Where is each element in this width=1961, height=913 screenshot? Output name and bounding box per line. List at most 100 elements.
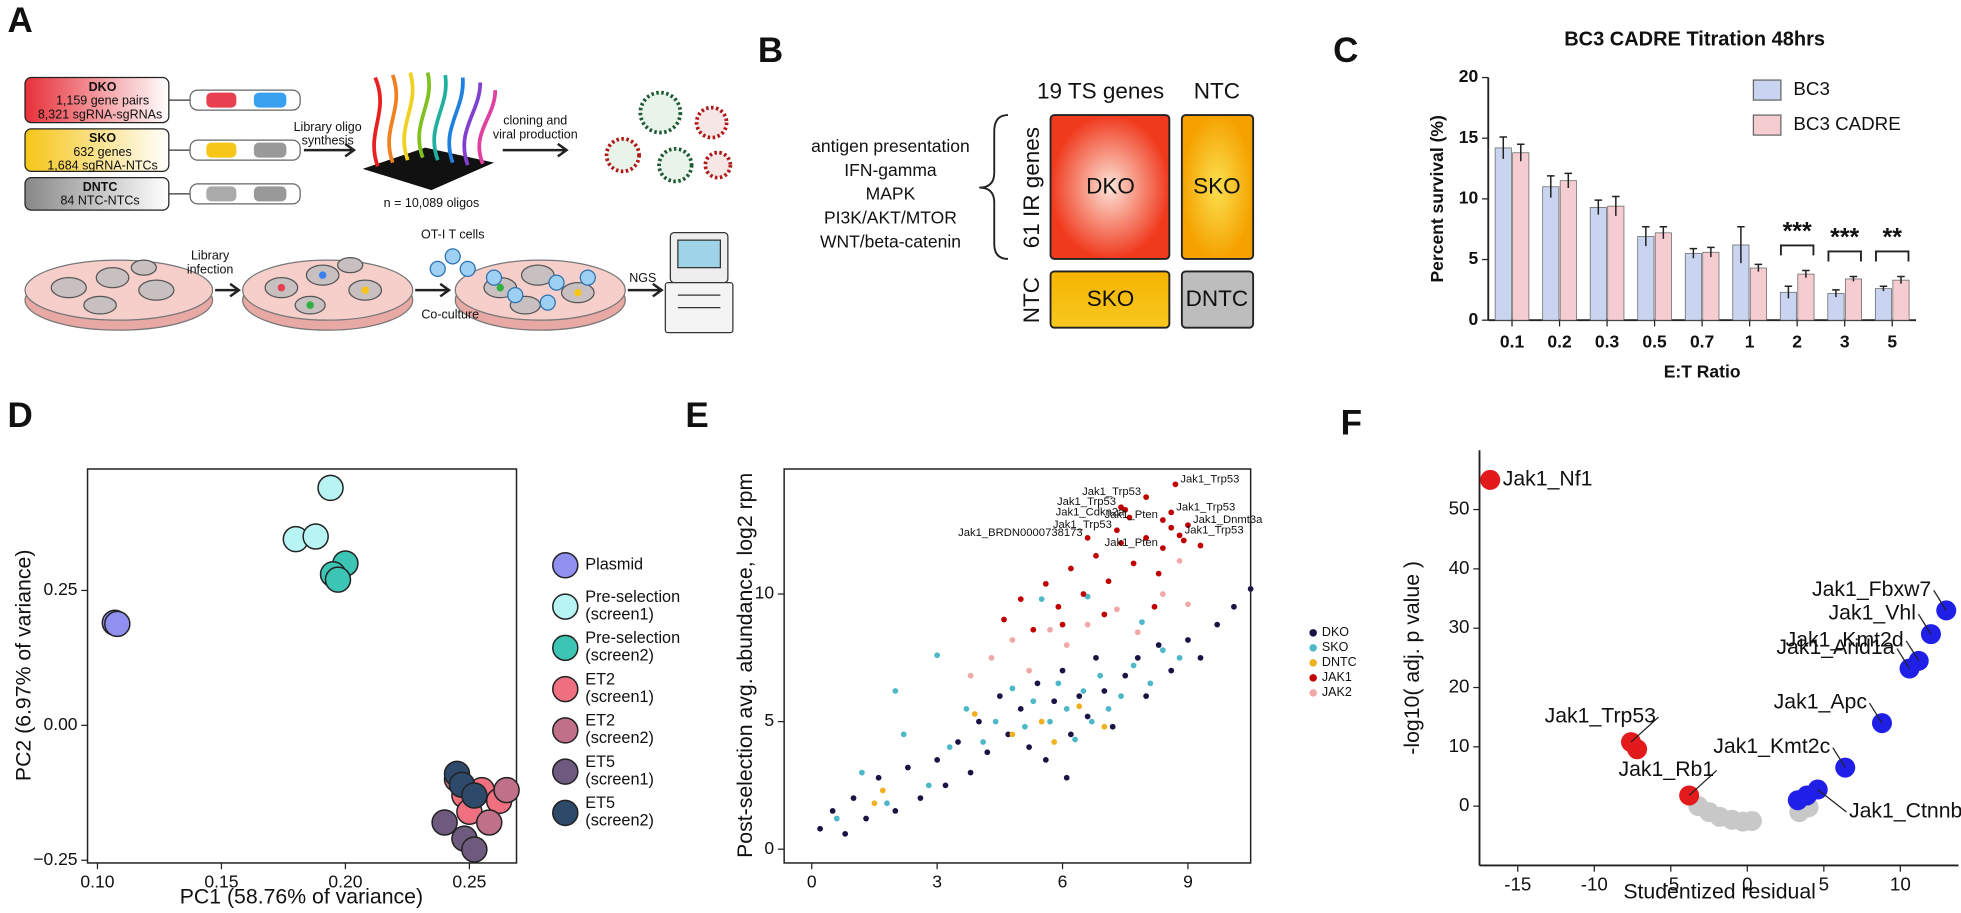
annotated-point	[1185, 522, 1191, 529]
point	[1109, 723, 1116, 730]
point	[1030, 626, 1037, 633]
x-tick-label: 0.20	[328, 872, 362, 892]
panel-label: E	[685, 396, 708, 435]
point	[955, 739, 961, 745]
y-tick-label: 20	[1449, 675, 1470, 696]
plot-frame	[783, 468, 1252, 864]
annotated-point	[1114, 527, 1120, 534]
point-label: Jak1_Arid1a	[1776, 635, 1894, 659]
point	[1143, 535, 1150, 541]
bar	[1542, 186, 1560, 321]
point	[1159, 647, 1166, 654]
row-header: NTC	[1019, 277, 1044, 323]
point	[1030, 698, 1037, 705]
legend-swatch	[1752, 114, 1782, 136]
point	[963, 705, 970, 712]
y-tick-label: 0.25	[43, 579, 77, 599]
legend-marker	[552, 717, 579, 744]
charts: BC3 CADRE Titration 48hrs E:T Ratio Percen…	[12, 28, 1961, 909]
point	[1197, 654, 1204, 661]
legend-label: Plasmid	[585, 556, 643, 574]
point	[1101, 723, 1108, 730]
y-tick-label: 15	[1459, 127, 1479, 147]
x-tick-label: 1	[1745, 331, 1755, 351]
point-label: Jak1_Rb1	[1618, 757, 1714, 781]
error-bar	[1594, 199, 1603, 215]
pathway: MAPK	[866, 184, 916, 204]
y-tick-label: 40	[1449, 557, 1470, 578]
legend-label: ET2 (screen2)	[585, 712, 654, 748]
point	[1084, 621, 1091, 628]
point	[1151, 603, 1158, 610]
annotation: Jak1_Cdkn2a	[1056, 506, 1126, 518]
point	[1143, 693, 1150, 699]
point	[1159, 591, 1166, 597]
point	[1155, 570, 1162, 577]
x-tick-label: 0.3	[1595, 331, 1620, 351]
legend-label: Pre-selection (screen2)	[585, 629, 684, 665]
point	[104, 610, 131, 638]
significance-label: ***	[1830, 224, 1859, 252]
point	[934, 757, 941, 763]
annotated-point	[1084, 535, 1091, 541]
leader-line	[1832, 747, 1846, 768]
legend-marker	[1309, 659, 1317, 667]
x-tick-label: 3	[932, 872, 942, 892]
brace	[979, 114, 1009, 260]
x-tick-label: 10	[1890, 873, 1911, 894]
point-label: Jak1_Ctnnb1	[1849, 799, 1961, 823]
chart-scatter: Pre-selection avg. abundance, log2 rpmPo…	[733, 468, 1357, 892]
point-label: Jak1_Kmt2d	[1786, 627, 1904, 651]
y-axis-label: Post-selection avg. abundance, log2 rpm	[733, 473, 757, 858]
significance-bracket	[1779, 244, 1815, 256]
y-tick-label: 20	[1459, 66, 1479, 86]
annotated-point	[1176, 532, 1183, 539]
legend-label-line: ET5	[585, 794, 619, 812]
point-label: Jak1_Fbxw7	[1812, 577, 1931, 601]
sequencer	[664, 232, 734, 334]
x-axis-label: E:T Ratio	[1664, 361, 1741, 381]
legend-marker	[1309, 689, 1317, 697]
point	[859, 769, 865, 776]
legend-label: BC3 CADRE	[1793, 113, 1900, 134]
point	[905, 764, 911, 771]
point	[1197, 542, 1204, 549]
legend-label-line: Pre-selection	[585, 629, 684, 647]
legend-marker	[552, 552, 579, 579]
annotated-point	[1159, 545, 1166, 551]
point	[1017, 705, 1024, 712]
annotated-point	[1172, 481, 1179, 488]
point	[1176, 557, 1183, 564]
cell-box	[1180, 270, 1255, 329]
legend-label: JAK2	[1322, 685, 1352, 699]
panel-label: F	[1341, 403, 1362, 442]
annotation: Jak1_Pten	[1105, 509, 1158, 521]
point	[1147, 680, 1154, 687]
annotation: Jak1_Trp53	[1053, 519, 1112, 531]
x-tick-label: 0	[1742, 873, 1752, 894]
point	[879, 787, 886, 794]
legend-label: DKO	[1322, 625, 1349, 639]
pathway: IFN-gamma	[844, 160, 937, 180]
legend-label: DNTC	[1322, 655, 1357, 669]
point	[1084, 593, 1091, 600]
y-tick-label: 0.00	[43, 714, 77, 734]
point	[1105, 705, 1112, 712]
point	[1168, 524, 1175, 531]
step-label: cloning and	[503, 114, 567, 128]
significance-bracket	[1827, 250, 1862, 262]
step-label: viral production	[493, 127, 578, 141]
point	[1005, 731, 1012, 738]
cell-label: DNTC	[1186, 286, 1248, 311]
x-tick-label: 0	[807, 872, 817, 892]
legend-label-line: (screen2)	[585, 812, 654, 830]
legend-label: JAK1	[1322, 670, 1352, 684]
point-label: Jak1_Nf1	[1503, 467, 1593, 491]
plot-frame	[86, 468, 518, 864]
step-label: Co-culture	[421, 307, 479, 321]
legend-marker	[552, 634, 579, 662]
arrow	[303, 142, 357, 158]
point	[996, 693, 1003, 699]
x-axis-label: PC1 (58.76% of variance)	[180, 885, 423, 909]
point	[1022, 723, 1028, 730]
